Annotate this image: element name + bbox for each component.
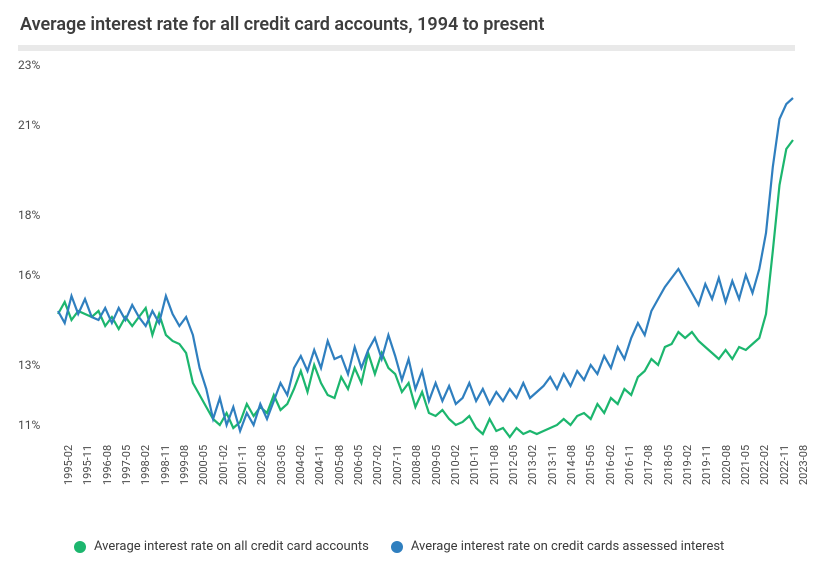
x-tick-label: 1999-08 xyxy=(178,445,188,485)
x-tick-label: 1995-02 xyxy=(62,445,72,485)
x-tick-label: 2014-08 xyxy=(565,445,575,485)
legend-item-all-accounts: Average interest rate on all credit card… xyxy=(74,539,369,554)
x-tick-label: 2019-11 xyxy=(700,445,710,485)
x-tick-label: 1995-11 xyxy=(81,445,91,485)
x-tick-label: 2012-05 xyxy=(507,445,517,485)
chart-area: 11%13%16%18%21%23% 1995-021995-111996-08… xyxy=(18,65,795,485)
x-tick-label: 2010-11 xyxy=(468,445,478,485)
x-tick-label: 2001-02 xyxy=(217,445,227,485)
x-tick-label: 2021-05 xyxy=(739,445,749,485)
x-tick-label: 2023-08 xyxy=(797,445,807,485)
legend-dot-all-accounts xyxy=(74,541,86,553)
x-tick-label: 2002-08 xyxy=(255,445,265,485)
x-tick-label: 2016-02 xyxy=(604,445,614,485)
y-tick-label: 21% xyxy=(18,118,40,132)
legend-dot-assessed xyxy=(391,541,403,553)
y-tick-label: 13% xyxy=(18,358,40,372)
x-tick-label: 2000-05 xyxy=(197,445,207,485)
x-tick-label: 2004-02 xyxy=(294,445,304,485)
x-tick-label: 1998-11 xyxy=(159,445,169,485)
x-tick-label: 2017-08 xyxy=(642,445,652,485)
x-tick-label: 2007-02 xyxy=(371,445,381,485)
x-tick-label: 2005-08 xyxy=(333,445,343,485)
legend: Average interest rate on all credit card… xyxy=(74,539,795,554)
x-tick-label: 2020-08 xyxy=(720,445,730,485)
line-chart-svg xyxy=(58,65,793,485)
x-tick-label: 2022-02 xyxy=(758,445,768,485)
y-tick-label: 18% xyxy=(18,208,40,222)
x-tick-label: 1996-08 xyxy=(101,445,111,485)
x-tick-label: 2006-05 xyxy=(352,445,362,485)
x-tick-label: 2022-11 xyxy=(778,445,788,485)
x-tick-label: 2008-08 xyxy=(410,445,420,485)
x-tick-label: 2019-02 xyxy=(681,445,691,485)
x-tick-label: 1998-02 xyxy=(139,445,149,485)
y-tick-label: 23% xyxy=(18,58,40,72)
x-tick-label: 2018-05 xyxy=(662,445,672,485)
x-tick-label: 2004-11 xyxy=(313,445,323,485)
divider xyxy=(18,45,795,51)
x-tick-label: 2003-05 xyxy=(275,445,285,485)
x-tick-label: 2013-02 xyxy=(526,445,536,485)
legend-label-assessed: Average interest rate on credit cards as… xyxy=(411,539,724,554)
legend-label-all-accounts: Average interest rate on all credit card… xyxy=(94,539,369,554)
x-tick-label: 2010-02 xyxy=(449,445,459,485)
x-tick-label: 2011-08 xyxy=(488,445,498,485)
x-tick-label: 2007-11 xyxy=(391,445,401,485)
x-tick-label: 2016-11 xyxy=(623,445,633,485)
y-tick-label: 11% xyxy=(18,418,40,432)
chart-title: Average interest rate for all credit car… xyxy=(20,14,795,35)
x-axis-labels: 1995-02 1995-11 1996-08 1997-05 1998-02 1998-… xyxy=(58,435,793,495)
x-tick-label: 2009-05 xyxy=(430,445,440,485)
series-line-all_accounts xyxy=(58,140,793,437)
y-tick-label: 16% xyxy=(18,268,40,282)
legend-item-assessed: Average interest rate on credit cards as… xyxy=(391,539,724,554)
x-tick-label: 2013-11 xyxy=(546,445,556,485)
x-tick-label: 2015-05 xyxy=(584,445,594,485)
x-tick-label: 2001-11 xyxy=(236,445,246,485)
series-line-assessed_interest xyxy=(58,98,793,431)
x-tick-label: 1997-05 xyxy=(120,445,130,485)
